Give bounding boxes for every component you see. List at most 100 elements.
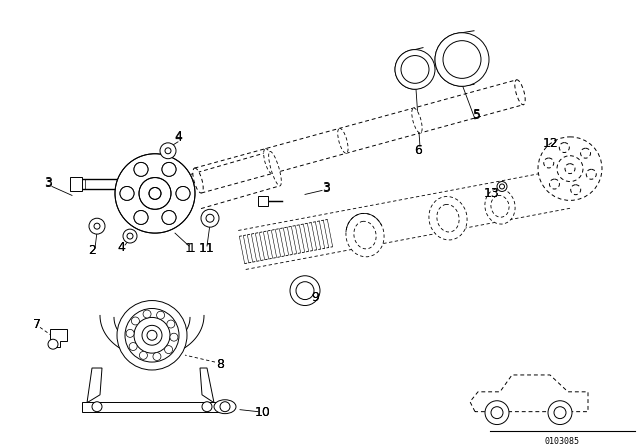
Circle shape bbox=[435, 33, 489, 86]
Circle shape bbox=[565, 164, 575, 173]
Circle shape bbox=[586, 169, 596, 179]
Circle shape bbox=[165, 148, 171, 154]
Circle shape bbox=[140, 351, 147, 359]
Text: 1: 1 bbox=[188, 242, 196, 255]
Ellipse shape bbox=[485, 189, 515, 224]
Polygon shape bbox=[50, 329, 67, 347]
Circle shape bbox=[206, 214, 214, 222]
Circle shape bbox=[201, 209, 219, 227]
Circle shape bbox=[164, 345, 173, 353]
Text: 3: 3 bbox=[44, 177, 52, 190]
Circle shape bbox=[538, 137, 602, 200]
Circle shape bbox=[143, 310, 151, 318]
Circle shape bbox=[550, 179, 559, 189]
Text: 0103085: 0103085 bbox=[545, 437, 579, 447]
Text: 11: 11 bbox=[199, 242, 215, 255]
Circle shape bbox=[139, 177, 171, 209]
Circle shape bbox=[202, 402, 212, 412]
Circle shape bbox=[170, 333, 178, 341]
Circle shape bbox=[499, 184, 504, 189]
Circle shape bbox=[94, 223, 100, 229]
Text: 4: 4 bbox=[174, 130, 182, 143]
Circle shape bbox=[580, 148, 591, 158]
Ellipse shape bbox=[264, 149, 274, 173]
Circle shape bbox=[134, 211, 148, 224]
Circle shape bbox=[162, 163, 176, 177]
Circle shape bbox=[290, 276, 320, 306]
Circle shape bbox=[485, 401, 509, 425]
Text: 9: 9 bbox=[311, 291, 319, 304]
Text: 4: 4 bbox=[174, 131, 182, 144]
Text: 2: 2 bbox=[88, 245, 96, 258]
Circle shape bbox=[142, 325, 162, 345]
Ellipse shape bbox=[412, 108, 422, 133]
Circle shape bbox=[548, 401, 572, 425]
Text: 8: 8 bbox=[216, 358, 224, 370]
Circle shape bbox=[147, 330, 157, 340]
Circle shape bbox=[127, 233, 133, 239]
Text: 1: 1 bbox=[185, 242, 193, 255]
Text: 3: 3 bbox=[322, 181, 330, 194]
Polygon shape bbox=[470, 375, 588, 412]
Ellipse shape bbox=[193, 168, 203, 193]
Ellipse shape bbox=[515, 80, 525, 105]
Text: 5: 5 bbox=[473, 108, 481, 121]
Circle shape bbox=[497, 181, 507, 191]
Text: 6: 6 bbox=[414, 144, 422, 157]
Circle shape bbox=[544, 158, 554, 168]
Ellipse shape bbox=[429, 197, 467, 240]
Circle shape bbox=[129, 343, 137, 350]
Text: 7: 7 bbox=[33, 318, 41, 331]
Circle shape bbox=[120, 186, 134, 200]
Circle shape bbox=[117, 301, 187, 370]
Circle shape bbox=[134, 163, 148, 177]
Circle shape bbox=[134, 163, 148, 177]
Ellipse shape bbox=[354, 221, 376, 249]
Text: 3: 3 bbox=[44, 176, 52, 189]
Text: 8: 8 bbox=[216, 358, 224, 370]
Circle shape bbox=[134, 211, 148, 224]
Ellipse shape bbox=[346, 213, 384, 257]
Circle shape bbox=[395, 50, 435, 89]
Circle shape bbox=[116, 155, 194, 232]
Ellipse shape bbox=[437, 204, 459, 232]
Circle shape bbox=[557, 156, 583, 181]
Circle shape bbox=[125, 309, 179, 362]
Text: 11: 11 bbox=[199, 242, 215, 255]
Circle shape bbox=[160, 143, 176, 159]
Circle shape bbox=[89, 218, 105, 234]
Circle shape bbox=[115, 154, 195, 233]
Circle shape bbox=[131, 317, 140, 325]
Circle shape bbox=[162, 163, 176, 177]
Ellipse shape bbox=[269, 151, 282, 186]
Ellipse shape bbox=[214, 400, 236, 414]
Circle shape bbox=[401, 56, 429, 83]
Circle shape bbox=[162, 211, 176, 224]
Circle shape bbox=[157, 311, 164, 319]
Text: 5: 5 bbox=[473, 108, 481, 121]
Circle shape bbox=[126, 329, 134, 337]
Polygon shape bbox=[87, 368, 102, 403]
Text: 4: 4 bbox=[117, 241, 125, 254]
Circle shape bbox=[176, 186, 190, 200]
Circle shape bbox=[48, 339, 58, 349]
Circle shape bbox=[167, 320, 175, 328]
Bar bbox=[258, 196, 268, 207]
Circle shape bbox=[559, 142, 570, 152]
Text: 2: 2 bbox=[88, 245, 96, 258]
Circle shape bbox=[153, 353, 161, 361]
Circle shape bbox=[296, 282, 314, 300]
Circle shape bbox=[443, 41, 481, 78]
Text: 10: 10 bbox=[255, 406, 271, 419]
Text: 10: 10 bbox=[255, 406, 271, 419]
Text: 12: 12 bbox=[543, 138, 559, 151]
Circle shape bbox=[149, 187, 161, 199]
Circle shape bbox=[162, 211, 176, 224]
Text: 13: 13 bbox=[484, 187, 500, 200]
Circle shape bbox=[92, 402, 102, 412]
Circle shape bbox=[491, 407, 503, 418]
Circle shape bbox=[571, 185, 580, 195]
Text: 13: 13 bbox=[484, 187, 500, 200]
Text: 9: 9 bbox=[311, 291, 319, 304]
Circle shape bbox=[554, 407, 566, 418]
